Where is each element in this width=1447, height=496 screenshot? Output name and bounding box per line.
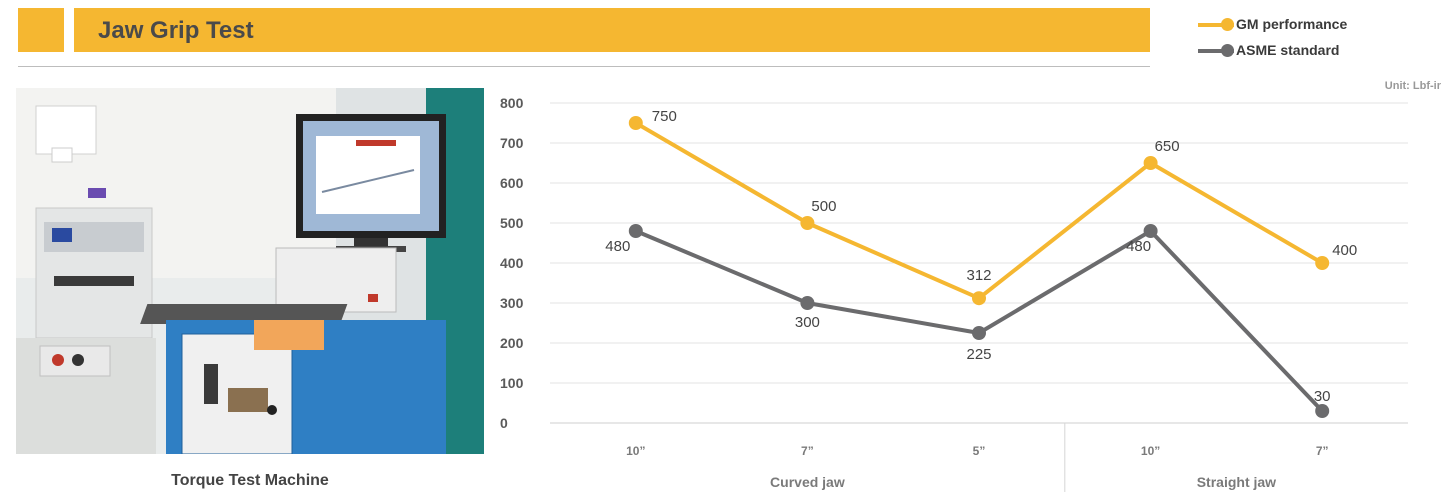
data-label: 300 — [795, 314, 820, 331]
data-label: 500 — [811, 198, 836, 215]
unit-label: Unit: Lbf-ir — [1384, 80, 1441, 92]
data-point — [1143, 156, 1158, 170]
y-tick-label: 300 — [500, 295, 524, 311]
y-tick-label: 800 — [500, 95, 524, 111]
data-point — [800, 216, 815, 230]
data-point — [628, 116, 643, 130]
data-point — [800, 296, 815, 310]
title-accent — [18, 8, 64, 52]
y-tick-label: 100 — [500, 375, 524, 391]
legend-swatch-line — [1198, 23, 1234, 27]
x-tick-label: 5” — [973, 444, 986, 458]
photo-caption: Torque Test Machine — [171, 472, 329, 489]
x-tick-label: 10” — [626, 444, 645, 458]
data-point — [1315, 404, 1330, 418]
data-point — [628, 224, 643, 238]
y-tick-label: 400 — [500, 255, 524, 271]
data-point — [1315, 256, 1330, 270]
title-band: Jaw Grip Test — [74, 8, 1150, 52]
series-line — [635, 229, 1324, 413]
torque-test-machine-photo — [16, 88, 484, 454]
title-divider — [18, 66, 1150, 67]
data-label: 30 — [1314, 388, 1331, 405]
data-label: 312 — [966, 267, 991, 284]
x-tick-label: 10” — [1141, 444, 1160, 458]
y-tick-label: 0 — [500, 415, 508, 431]
y-tick-label: 500 — [500, 215, 524, 231]
title-bar: Jaw Grip Test — [18, 8, 1150, 52]
data-point — [1143, 224, 1158, 238]
data-label: 480 — [1126, 238, 1151, 255]
data-label: 650 — [1155, 138, 1180, 155]
data-point — [972, 291, 986, 306]
category-group-label: Straight jaw — [1197, 474, 1276, 490]
page-title: Jaw Grip Test — [98, 17, 254, 44]
legend-swatch-dot — [1221, 18, 1234, 31]
line-chart: 0 100 200 300 400 500 600 700 800 10” 7” 5” 10” 7” Cur… — [500, 95, 1408, 492]
x-tick-label: 7” — [801, 444, 814, 458]
y-tick-label: 200 — [500, 335, 524, 351]
data-point — [972, 326, 986, 340]
x-tick-label: 7” — [1316, 444, 1329, 458]
y-tick-label: 700 — [500, 135, 524, 151]
legend-label: GM performance — [1236, 16, 1348, 32]
legend-swatch-line — [1198, 49, 1234, 53]
category-group-label: Curved jaw — [770, 474, 845, 490]
data-label: 750 — [652, 108, 677, 125]
legend-label: ASME standard — [1236, 42, 1340, 58]
data-label: 400 — [1332, 242, 1357, 259]
data-label: 480 — [605, 238, 630, 255]
y-tick-label: 600 — [500, 175, 524, 191]
legend-swatch-dot — [1221, 44, 1234, 57]
data-label: 225 — [966, 346, 991, 363]
